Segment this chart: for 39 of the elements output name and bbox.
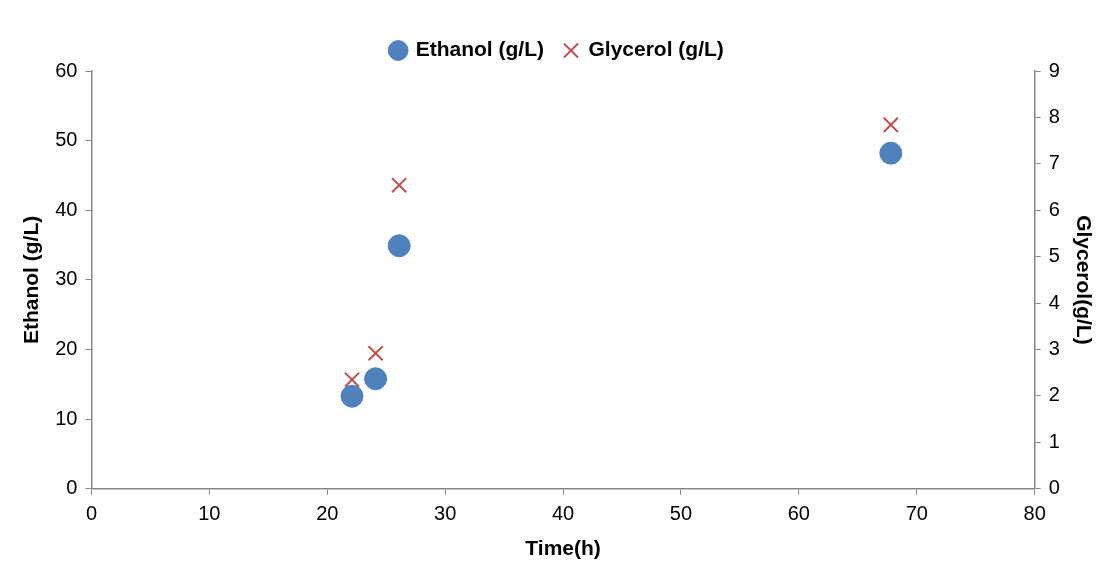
y2-tick-label: 8 xyxy=(1048,104,1060,127)
point xyxy=(387,234,411,258)
point xyxy=(343,371,361,388)
y-axis-title: Ethanol (g/L) xyxy=(19,215,43,345)
y2-tick-label: 2 xyxy=(1048,383,1060,406)
x-tick-label: 0 xyxy=(85,502,98,525)
y-tick-label: 30 xyxy=(55,267,78,290)
point xyxy=(340,384,364,408)
y2-tick-label: 0 xyxy=(1048,476,1060,499)
y-tick-label: 0 xyxy=(66,476,78,499)
legend-label: Ethanol (g/L) xyxy=(415,37,544,61)
x-tick-label: 20 xyxy=(316,502,339,525)
x-tick-label: 40 xyxy=(551,502,575,525)
point xyxy=(882,116,899,133)
y-tick-label: 60 xyxy=(55,58,78,81)
y-tick-label: 20 xyxy=(55,337,78,360)
x-tick-label: 50 xyxy=(669,502,693,525)
y2-tick-label: 7 xyxy=(1048,151,1060,174)
point xyxy=(367,345,384,362)
legend-label: Glycerol (g/L) xyxy=(588,37,724,61)
y-tick-label: 50 xyxy=(55,128,78,151)
y2-tick-label: 3 xyxy=(1048,337,1060,360)
x-tick-label: 60 xyxy=(787,502,810,525)
y2-tick-label: 6 xyxy=(1048,197,1060,220)
y2-tick-label: 1 xyxy=(1048,429,1060,452)
x-tick-label: 70 xyxy=(905,502,928,525)
x-tick-label: 10 xyxy=(198,502,221,525)
point xyxy=(391,177,408,194)
x-tick-label: 80 xyxy=(1023,502,1046,525)
y2-tick-label: 9 xyxy=(1048,58,1060,81)
y-tick-label: 40 xyxy=(55,197,78,220)
y2-tick-label: 5 xyxy=(1048,244,1060,267)
x-axis-title: Time(h) xyxy=(525,536,601,560)
y-tick-label: 10 xyxy=(55,406,78,429)
point xyxy=(879,141,903,165)
point xyxy=(364,367,388,391)
x-tick-label: 30 xyxy=(434,502,457,525)
y2-axis-title: Glycerol(g/L) xyxy=(1072,215,1096,345)
y2-tick-label: 4 xyxy=(1048,290,1060,313)
